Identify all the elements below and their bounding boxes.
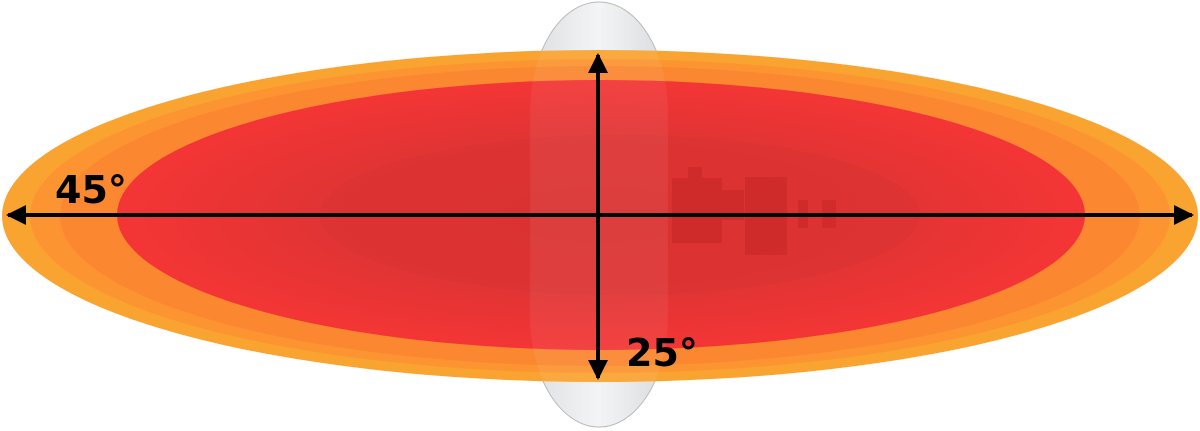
horizontal-angle-label: 45° [55,168,127,212]
vertical-angle-label: 25° [626,331,698,375]
